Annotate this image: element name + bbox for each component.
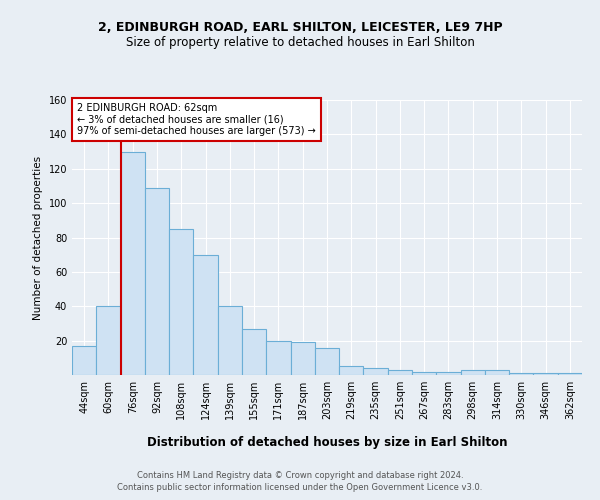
- Text: Distribution of detached houses by size in Earl Shilton: Distribution of detached houses by size …: [147, 436, 507, 449]
- Bar: [193, 254, 218, 375]
- Text: 2 EDINBURGH ROAD: 62sqm
← 3% of detached houses are smaller (16)
97% of semi-det: 2 EDINBURGH ROAD: 62sqm ← 3% of detached…: [77, 103, 316, 136]
- Bar: [558, 374, 582, 375]
- Bar: [509, 374, 533, 375]
- Bar: [436, 372, 461, 375]
- Text: Size of property relative to detached houses in Earl Shilton: Size of property relative to detached ho…: [125, 36, 475, 49]
- Bar: [242, 328, 266, 375]
- Bar: [121, 152, 145, 375]
- Bar: [315, 348, 339, 375]
- Y-axis label: Number of detached properties: Number of detached properties: [33, 156, 43, 320]
- Bar: [485, 370, 509, 375]
- Bar: [266, 340, 290, 375]
- Bar: [96, 306, 121, 375]
- Bar: [339, 366, 364, 375]
- Bar: [169, 229, 193, 375]
- Text: Contains public sector information licensed under the Open Government Licence v3: Contains public sector information licen…: [118, 483, 482, 492]
- Bar: [388, 370, 412, 375]
- Text: Contains HM Land Registry data © Crown copyright and database right 2024.: Contains HM Land Registry data © Crown c…: [137, 470, 463, 480]
- Text: 2, EDINBURGH ROAD, EARL SHILTON, LEICESTER, LE9 7HP: 2, EDINBURGH ROAD, EARL SHILTON, LEICEST…: [98, 21, 502, 34]
- Bar: [461, 370, 485, 375]
- Bar: [412, 372, 436, 375]
- Bar: [218, 306, 242, 375]
- Bar: [72, 346, 96, 375]
- Bar: [290, 342, 315, 375]
- Bar: [364, 368, 388, 375]
- Bar: [533, 374, 558, 375]
- Bar: [145, 188, 169, 375]
